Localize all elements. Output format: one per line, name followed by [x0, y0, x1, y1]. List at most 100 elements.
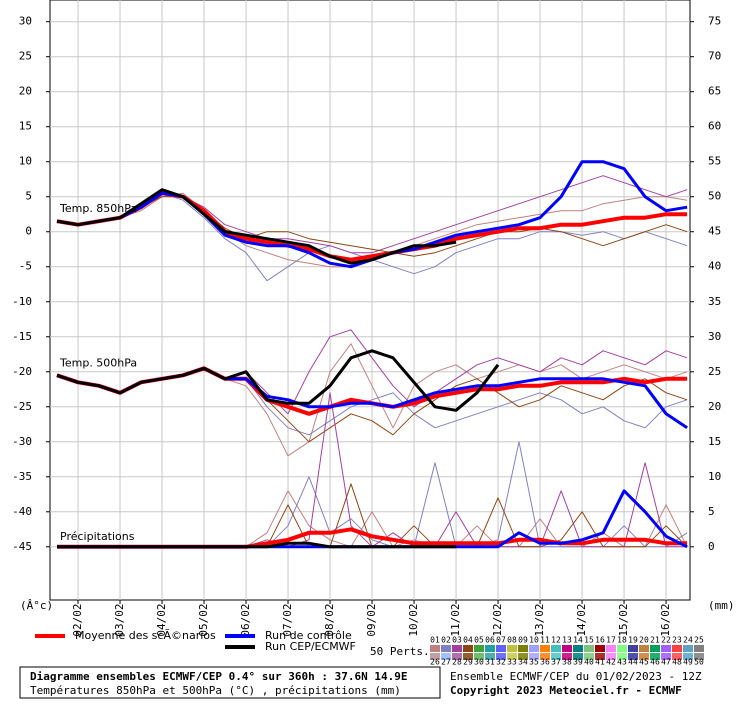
- legend-label: Moyenne des scÃ©narios: [75, 629, 216, 642]
- perturbation-name: 47: [661, 658, 671, 667]
- perturbation-swatch: [562, 645, 572, 652]
- y-tick-label: -20: [12, 365, 32, 378]
- y2-tick-label: 30: [708, 330, 721, 343]
- x-tick-label: 12/02: [491, 603, 504, 636]
- x-tick-label: 14/02: [575, 603, 588, 636]
- perturbation-name: 17: [606, 636, 616, 645]
- perturbation-swatch: [650, 645, 660, 652]
- x-tick-label: 06/02: [239, 603, 252, 636]
- perturbation-name: 23: [672, 636, 682, 645]
- perturbation-swatch: [606, 645, 616, 652]
- panel-label: Temp. 850hPa: [59, 202, 137, 215]
- perturbation-swatch: [518, 653, 528, 660]
- y-tick-label: -25: [12, 400, 32, 413]
- perturbation-name: 01: [430, 636, 440, 645]
- x-tick-label: 11/02: [449, 603, 462, 636]
- perturbation-swatch: [650, 653, 660, 660]
- perturbation-swatch: [485, 653, 495, 660]
- perturbation-name: 07: [496, 636, 506, 645]
- perturbation-name: 11: [540, 636, 550, 645]
- perturbation-name: 36: [540, 658, 550, 667]
- footer-subtitle: Températures 850hPa et 500hPa (°C) , pré…: [30, 684, 401, 697]
- perturbation-name: 09: [518, 636, 528, 645]
- x-tick-label: 07/02: [281, 603, 294, 636]
- perturbation-swatch: [463, 645, 473, 652]
- perturbation-name: 12: [551, 636, 561, 645]
- perturbation-swatch: [628, 645, 638, 652]
- x-tick-label: 08/02: [323, 603, 336, 636]
- perturbation-name: 15: [584, 636, 594, 645]
- perturbation-swatch: [694, 653, 704, 660]
- x-tick-label: 10/02: [407, 603, 420, 636]
- perturbation-swatch: [661, 645, 671, 652]
- perturbation-name: 05: [474, 636, 484, 645]
- perturbation-swatch: [485, 645, 495, 652]
- y2-tick-label: 5: [708, 505, 715, 518]
- perturbation-swatch: [562, 653, 572, 660]
- perturbation-name: 20: [639, 636, 649, 645]
- perturbation-name: 22: [661, 636, 671, 645]
- y-tick-label: -40: [12, 505, 32, 518]
- perturbation-swatch: [672, 645, 682, 652]
- footer-title: Diagramme ensembles ECMWF/CEP 0.4° sur 3…: [30, 670, 408, 683]
- y-tick-label: 15: [19, 120, 32, 133]
- perturbation-swatch: [573, 645, 583, 652]
- perturbation-name: 39: [573, 658, 583, 667]
- perturbation-swatch: [617, 653, 627, 660]
- perturbation-name: 38: [562, 658, 572, 667]
- perturbation-name: 27: [441, 658, 451, 667]
- perturbation-swatch: [507, 645, 517, 652]
- perturbation-swatch: [595, 653, 605, 660]
- y-tick-label: 25: [19, 50, 32, 63]
- series-line: [57, 541, 456, 549]
- x-tick-label: 15/02: [617, 603, 630, 636]
- perturbation-swatch: [617, 645, 627, 652]
- perturbation-name: 28: [452, 658, 462, 667]
- perturbation-name: 16: [595, 636, 605, 645]
- perturbation-swatch: [551, 645, 561, 652]
- footer-copyright: Copyright 2023 Meteociel.fr - ECMWF: [450, 684, 682, 697]
- y2-tick-label: 75: [708, 15, 721, 28]
- x-tick-label: 02/02: [71, 603, 84, 636]
- perturbation-name: 32: [496, 658, 506, 667]
- perturbation-name: 45: [639, 658, 649, 667]
- perturbation-name: 46: [650, 658, 660, 667]
- perturbation-swatch: [452, 645, 462, 652]
- y2-tick-label: 35: [708, 295, 721, 308]
- perturbation-swatch: [672, 653, 682, 660]
- perturbation-swatch: [441, 653, 451, 660]
- perturbation-swatch: [584, 653, 594, 660]
- perturbation-swatch: [595, 645, 605, 652]
- perturbation-name: 14: [573, 636, 583, 645]
- perturbation-name: 08: [507, 636, 517, 645]
- panel-label: Précipitations: [60, 530, 135, 543]
- x-tick-label: 16/02: [659, 603, 672, 636]
- y-tick-label: 30: [19, 15, 32, 28]
- perturbation-name: 48: [672, 658, 682, 667]
- footer-run: Ensemble ECMWF/CEP du 01/02/2023 - 12Z: [450, 670, 702, 683]
- perturbation-swatch: [639, 653, 649, 660]
- y-tick-label: -10: [12, 295, 32, 308]
- perturbation-name: 40: [584, 658, 594, 667]
- perturbation-name: 19: [628, 636, 638, 645]
- x-tick-label: 13/02: [533, 603, 546, 636]
- perturbation-line: [56, 196, 688, 257]
- y-tick-label: -35: [12, 470, 32, 483]
- perturbation-swatch: [628, 653, 638, 660]
- perturbations-label: 50 Perts.: [370, 645, 430, 658]
- x-tick-label: 04/02: [155, 603, 168, 636]
- perturbation-name: 04: [463, 636, 473, 645]
- perturbation-swatch: [683, 645, 693, 652]
- footer-box: [19, 666, 441, 699]
- legend-label: Run de contrôle: [265, 629, 352, 642]
- perturbation-name: 21: [650, 636, 660, 645]
- legend-label: Run CEP/ECMWF: [265, 640, 356, 653]
- y2-tick-label: 60: [708, 120, 721, 133]
- perturbation-swatch: [584, 645, 594, 652]
- y2-tick-label: 55: [708, 155, 721, 168]
- perturbation-name: 24: [683, 636, 693, 645]
- perturbation-name: 34: [518, 658, 528, 667]
- plot-frame: [49, 0, 691, 601]
- y-tick-label: -30: [12, 435, 32, 448]
